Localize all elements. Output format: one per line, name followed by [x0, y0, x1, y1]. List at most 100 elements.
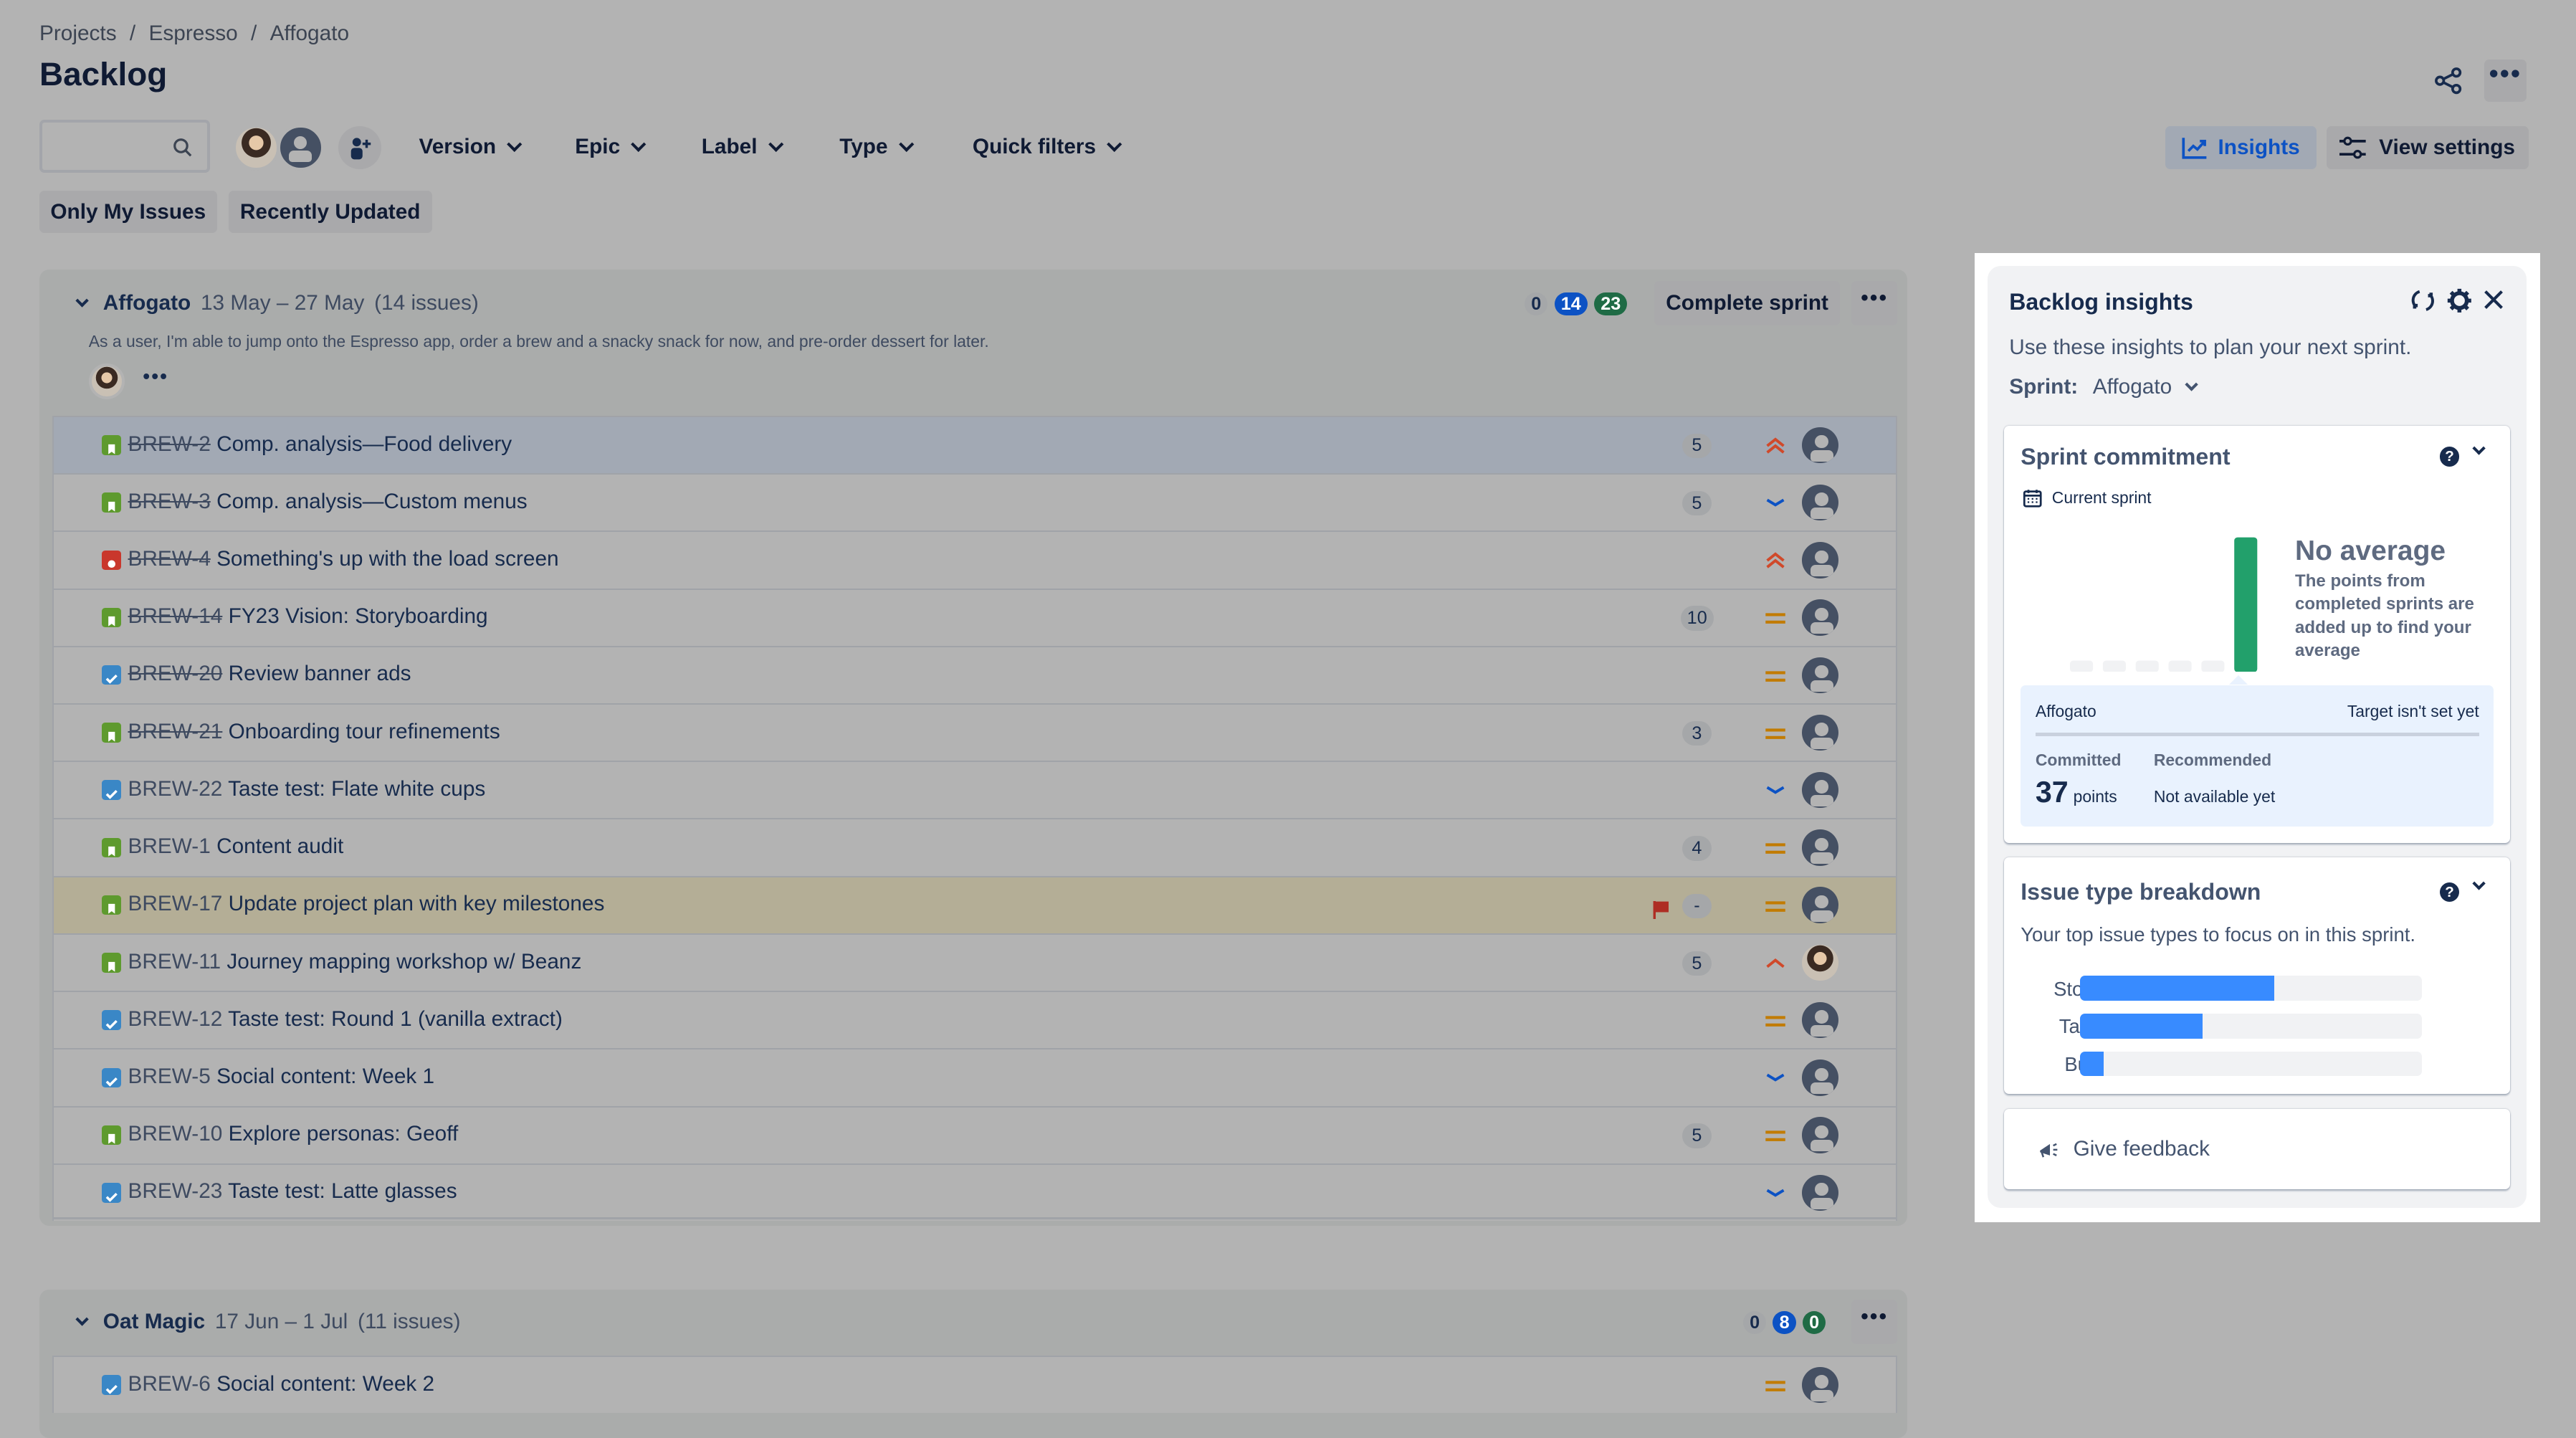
share-button[interactable]	[2426, 59, 2469, 103]
issue-row[interactable]: BREW-12 Taste test: Round 1 (vanilla ext…	[52, 991, 1898, 1049]
more-actions-button[interactable]: •••	[2484, 59, 2527, 103]
issue-summary[interactable]: Update project plan with key milestones	[228, 892, 605, 916]
issue-row[interactable]: BREW-17 Update project plan with key mil…	[52, 875, 1898, 933]
issue-summary[interactable]: Taste test: Round 1 (vanilla extract)	[228, 1006, 563, 1031]
issue-key[interactable]: BREW-3	[128, 489, 211, 513]
breakdown-bar-bug[interactable]	[2079, 1051, 2104, 1077]
issue-key[interactable]: BREW-17	[128, 892, 223, 916]
filter-epic[interactable]: Epic	[575, 135, 647, 159]
breadcrumb-espresso[interactable]: Espresso	[148, 21, 238, 45]
issue-row[interactable]: BREW-11 Journey mapping workshop w/ Bean…	[52, 933, 1898, 991]
assignee-avatar[interactable]	[1802, 1117, 1838, 1153]
only-my-issues-button[interactable]: Only My Issues	[39, 190, 217, 234]
give-feedback-button[interactable]: Give feedback	[2004, 1109, 2511, 1190]
refresh-button[interactable]	[2410, 287, 2436, 320]
story-points-badge[interactable]: -	[1681, 893, 1712, 918]
issue-summary[interactable]: Social content: Week 2	[216, 1371, 435, 1396]
issue-key[interactable]: BREW-2	[128, 432, 211, 456]
breakdown-bar-task[interactable]	[2079, 1014, 2203, 1039]
filter-type[interactable]: Type	[839, 135, 915, 159]
issue-summary[interactable]: FY23 Vision: Storyboarding	[228, 604, 488, 629]
issue-key[interactable]: BREW-21	[128, 719, 223, 743]
story-points-badge[interactable]: 5	[1681, 951, 1712, 976]
assignee-avatar[interactable]	[1802, 771, 1838, 809]
filter-quick-filters[interactable]: Quick filters	[973, 135, 1123, 159]
sprint-header[interactable]: Oat Magic 17 Jun – 1 Jul (11 issues)	[75, 1310, 461, 1334]
issue-row[interactable]: BREW-20 Review banner ads	[52, 645, 1898, 703]
issue-row[interactable]: BREW-21 Onboarding tour refinements 3	[52, 703, 1898, 761]
insights-button[interactable]: Insights	[2165, 126, 2317, 170]
issue-summary[interactable]: Comp. analysis—Custom menus	[216, 489, 528, 513]
story-points-badge[interactable]: 10	[1680, 606, 1714, 631]
chevron-down-icon[interactable]	[2472, 442, 2486, 455]
sprint-more-icon[interactable]: •••	[143, 364, 169, 387]
avatar-user-filter[interactable]	[233, 125, 280, 171]
sprint-actions-button[interactable]: •••	[1851, 1300, 1898, 1344]
assignee-avatar[interactable]	[1802, 1366, 1838, 1404]
breadcrumb-affogato[interactable]: Affogato	[269, 21, 350, 45]
search-input[interactable]	[39, 120, 211, 173]
collapse-chevron-icon[interactable]	[75, 293, 89, 308]
help-icon[interactable]: ?	[2439, 882, 2460, 903]
assignee-avatar[interactable]	[1802, 1001, 1838, 1039]
issue-row[interactable]: BREW-6 Social content: Week 2	[52, 1355, 1898, 1414]
view-settings-button[interactable]: View settings	[2326, 126, 2529, 170]
issue-row[interactable]: BREW-3 Comp. analysis—Custom menus 5	[52, 473, 1898, 531]
assignee-avatar[interactable]	[1802, 599, 1838, 636]
issue-key[interactable]: BREW-12	[128, 1006, 223, 1031]
issue-row[interactable]: BREW-22 Taste test: Flate white cups	[52, 761, 1898, 819]
assignee-avatar[interactable]	[1802, 944, 1838, 981]
issue-summary[interactable]: Comp. analysis—Food delivery	[216, 432, 512, 456]
issue-key[interactable]: BREW-11	[128, 949, 221, 973]
assignee-avatar[interactable]	[1802, 657, 1838, 693]
recently-updated-button[interactable]: Recently Updated	[228, 190, 432, 234]
issue-key[interactable]: BREW-20	[128, 662, 223, 686]
issue-key[interactable]: BREW-1	[128, 834, 211, 859]
story-points-badge[interactable]: 5	[1681, 491, 1712, 516]
issue-summary[interactable]: Journey mapping workshop w/ Beanz	[226, 949, 582, 973]
chevron-down-icon[interactable]	[2472, 877, 2486, 891]
issue-row[interactable]: BREW-23 Taste test: Latte glasses	[52, 1163, 1898, 1222]
assignee-avatar[interactable]	[1802, 542, 1838, 578]
sprint-header[interactable]: Affogato 13 May – 27 May (14 issues)	[75, 291, 479, 315]
issue-key[interactable]: BREW-22	[128, 776, 223, 801]
issue-summary[interactable]: Social content: Week 1	[216, 1064, 435, 1088]
assignee-avatar[interactable]	[1802, 1174, 1838, 1211]
assignee-avatar[interactable]	[1802, 887, 1838, 923]
issue-summary[interactable]: Content audit	[216, 834, 344, 859]
issue-row[interactable]: BREW-14 FY23 Vision: Storyboarding 10	[52, 588, 1898, 646]
avatar-unassigned-filter[interactable]	[277, 125, 324, 171]
breadcrumb-projects[interactable]: Projects	[39, 21, 117, 45]
help-icon[interactable]: ?	[2439, 447, 2460, 467]
add-people-button[interactable]	[338, 126, 381, 170]
filter-version[interactable]: Version	[419, 135, 523, 159]
issue-row[interactable]: BREW-10 Explore personas: Geoff 5	[52, 1105, 1898, 1163]
assignee-avatar[interactable]	[1802, 829, 1838, 866]
issue-summary[interactable]: Explore personas: Geoff	[228, 1122, 459, 1146]
story-points-badge[interactable]: 3	[1681, 720, 1712, 746]
assignee-avatar[interactable]	[1802, 484, 1838, 521]
issue-key[interactable]: BREW-10	[128, 1122, 223, 1146]
issue-key[interactable]: BREW-14	[128, 604, 223, 629]
issue-key[interactable]: BREW-4	[128, 546, 211, 571]
assignee-avatar[interactable]	[1802, 427, 1838, 464]
assignee-avatar[interactable]	[1802, 714, 1838, 751]
issue-summary[interactable]: Review banner ads	[228, 662, 411, 686]
issue-row[interactable]: BREW-5 Social content: Week 1	[52, 1048, 1898, 1106]
issue-key[interactable]: BREW-23	[128, 1179, 223, 1204]
breakdown-bar-story[interactable]	[2079, 976, 2275, 1001]
issue-key[interactable]: BREW-6	[128, 1371, 211, 1396]
current-sprint-bar[interactable]	[2234, 537, 2258, 672]
complete-sprint-button[interactable]: Complete sprint	[1654, 280, 1841, 325]
sprint-selector[interactable]: Sprint: Affogato	[2009, 375, 2198, 399]
story-points-badge[interactable]: 5	[1681, 1123, 1712, 1148]
issue-key[interactable]: BREW-5	[128, 1064, 211, 1088]
sprint-actions-button[interactable]: •••	[1851, 280, 1898, 325]
issue-summary[interactable]: Taste test: Latte glasses	[228, 1179, 457, 1204]
close-button[interactable]	[2482, 287, 2505, 318]
issue-row[interactable]: BREW-2 Comp. analysis—Food delivery 5	[52, 415, 1898, 474]
issue-summary[interactable]: Onboarding tour refinements	[228, 719, 500, 743]
story-points-badge[interactable]: 4	[1681, 836, 1712, 861]
issue-summary[interactable]: Taste test: Flate white cups	[228, 776, 486, 801]
story-points-badge[interactable]: 5	[1681, 433, 1712, 459]
